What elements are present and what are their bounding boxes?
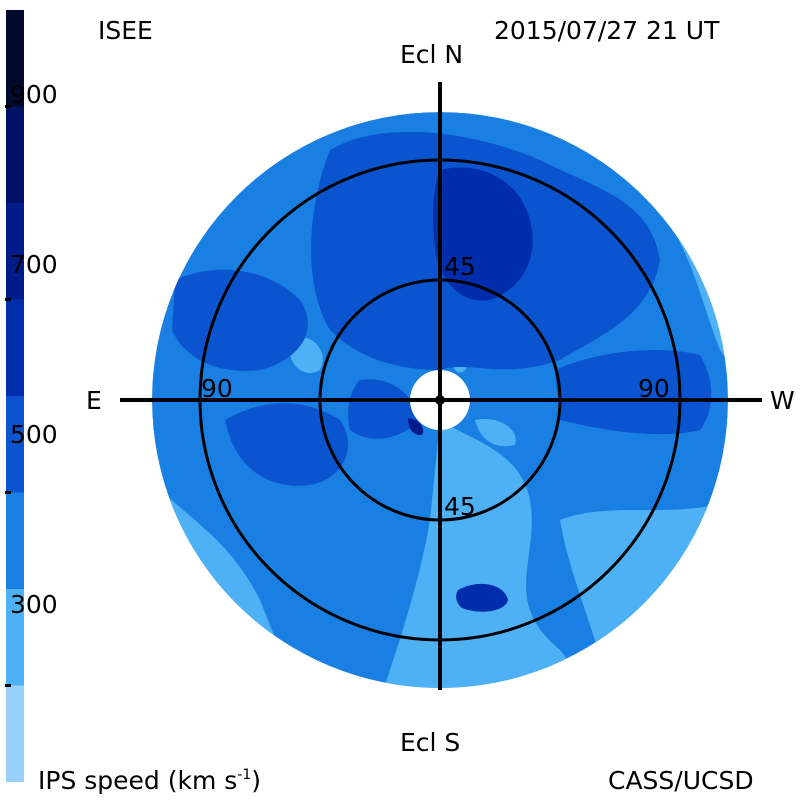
colorbar-band-3 <box>6 396 24 493</box>
ring-label-45-bottom: 45 <box>444 492 476 521</box>
fastest-wind-patch-south <box>456 583 508 612</box>
credit-label: CASS/UCSD <box>608 766 754 795</box>
colorbar-band-6 <box>6 106 24 203</box>
direction-label-west: W <box>770 386 795 415</box>
colorbar-band-0 <box>6 685 24 782</box>
colorbar-tick-label-300: 300 <box>10 590 58 619</box>
direction-label-north: Ecl N <box>400 40 464 69</box>
direction-label-south: Ecl S <box>400 728 461 757</box>
colorbar-band-7 <box>6 10 24 107</box>
fast-wind-region-west <box>555 350 712 435</box>
ring-label-45-top: 45 <box>444 252 476 281</box>
colorbar-tick-3 <box>5 684 11 687</box>
quantity-label-prefix: IPS speed (km s <box>38 766 238 795</box>
ring-label-90-left: 90 <box>201 374 233 403</box>
timestamp-label: 2015/07/27 21 UT <box>494 16 720 45</box>
colorbar <box>5 10 24 782</box>
quantity-label-suffix: ) <box>251 766 262 795</box>
fast-wind-region-southeast <box>225 403 349 486</box>
quantity-label: IPS speed (km s-1) <box>38 768 261 793</box>
ring-label-90-right: 90 <box>638 374 670 403</box>
fastest-wind-patch-center <box>408 418 424 436</box>
colorbar-band-4 <box>6 299 24 396</box>
org-label: ISEE <box>98 16 153 45</box>
colorbar-band-2 <box>6 492 24 589</box>
slow-wind-region-south <box>380 420 600 688</box>
colorbar-band-1 <box>6 589 24 686</box>
slow-wind-patch-inner <box>475 419 516 447</box>
colorbar-tick-label-700: 700 <box>10 250 58 279</box>
colorbar-tick-0 <box>5 105 11 108</box>
colorbar-tick-2 <box>5 491 11 494</box>
quantity-label-exponent: -1 <box>237 767 252 783</box>
colorbar-tick-1 <box>5 298 11 301</box>
fastest-wind-region-north <box>433 167 533 301</box>
colorbar-tick-label-900: 900 <box>10 80 58 109</box>
colorbar-band-5 <box>6 203 24 300</box>
colorbar-tick-label-500: 500 <box>10 420 58 449</box>
slow-wind-region-southwest <box>560 500 728 688</box>
fast-wind-region-center-east <box>348 379 420 439</box>
sun-center-marker <box>435 395 445 405</box>
direction-label-east: E <box>86 386 102 415</box>
